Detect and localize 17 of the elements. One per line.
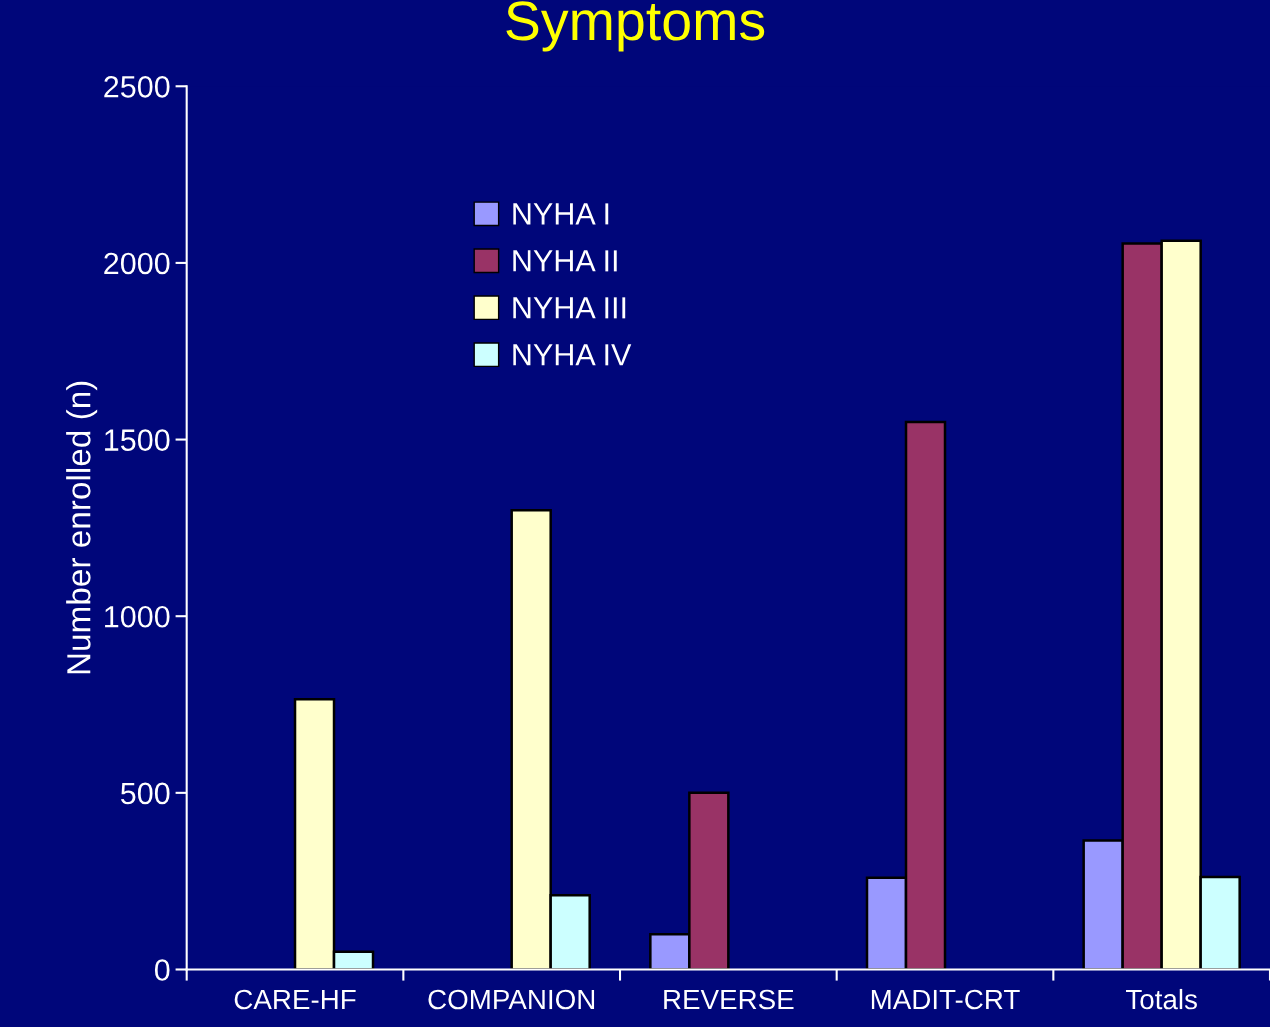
y-axis-title: Number enrolled (n): [66, 381, 98, 674]
y-tick-label: 500: [120, 782, 170, 805]
y-tick-label: 2500: [104, 76, 170, 98]
x-tick-label: COMPANION: [428, 989, 595, 1010]
x-tick-label: REVERSE: [664, 989, 794, 1010]
legend-label: NYHA IV: [513, 344, 632, 366]
x-tick-label: CARE-HF: [234, 989, 356, 1010]
y-tick-label: 1000: [105, 605, 170, 628]
y-tick-label: 2000: [104, 252, 170, 275]
x-tick-label: Totals: [1126, 988, 1197, 1010]
legend-label: NYHA II: [513, 250, 617, 272]
chart-title: Symptoms: [506, 1, 765, 52]
legend-label: NYHA III: [513, 297, 626, 319]
x-tick-label: MADIT-CRT: [871, 989, 1020, 1010]
y-tick-label: 1500: [105, 429, 170, 451]
legend-label: NYHA I: [513, 203, 609, 225]
y-tick-label: 0: [154, 959, 170, 981]
